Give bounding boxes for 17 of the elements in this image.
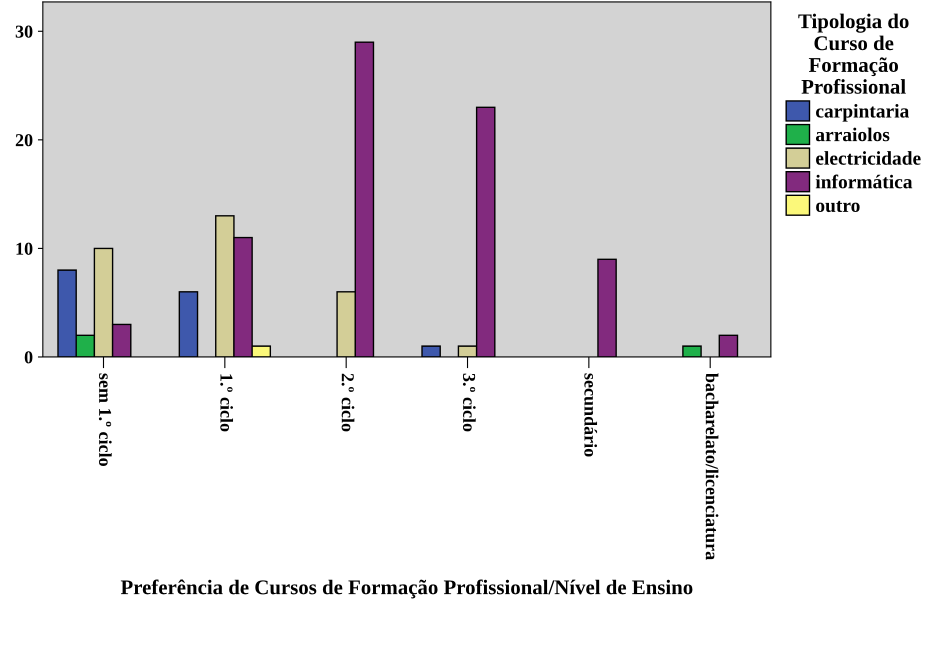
x-tick-label: 3.º ciclo bbox=[462, 374, 476, 432]
y-tick-label: 30 bbox=[16, 26, 32, 38]
y-tick-label: 0 bbox=[24, 351, 32, 364]
x-tick-label: 1.º ciclo bbox=[220, 374, 234, 432]
y-tick-label: 10 bbox=[16, 242, 32, 255]
legend-label: informática bbox=[816, 174, 912, 188]
legend-label: arraiolos bbox=[816, 128, 890, 142]
x-tick-label: secundário bbox=[584, 373, 598, 457]
x-tick-label: bacharelato/licenciatura bbox=[706, 373, 718, 560]
legend-label: carpintaria bbox=[816, 104, 910, 122]
x-tick-label: 2.º ciclo bbox=[342, 374, 354, 432]
legend-title: Tipologia do Curso de Formação Profissional bbox=[798, 14, 909, 94]
y-tick-label: 20 bbox=[16, 134, 32, 146]
legend-label: electricidade bbox=[816, 151, 921, 165]
x-tick-label: sem 1.º ciclo bbox=[98, 373, 112, 466]
x-axis-title: Preferência de Cursos de Formação Profissional/Nível de Ensino bbox=[120, 579, 692, 598]
legend-label: outro bbox=[816, 200, 860, 212]
